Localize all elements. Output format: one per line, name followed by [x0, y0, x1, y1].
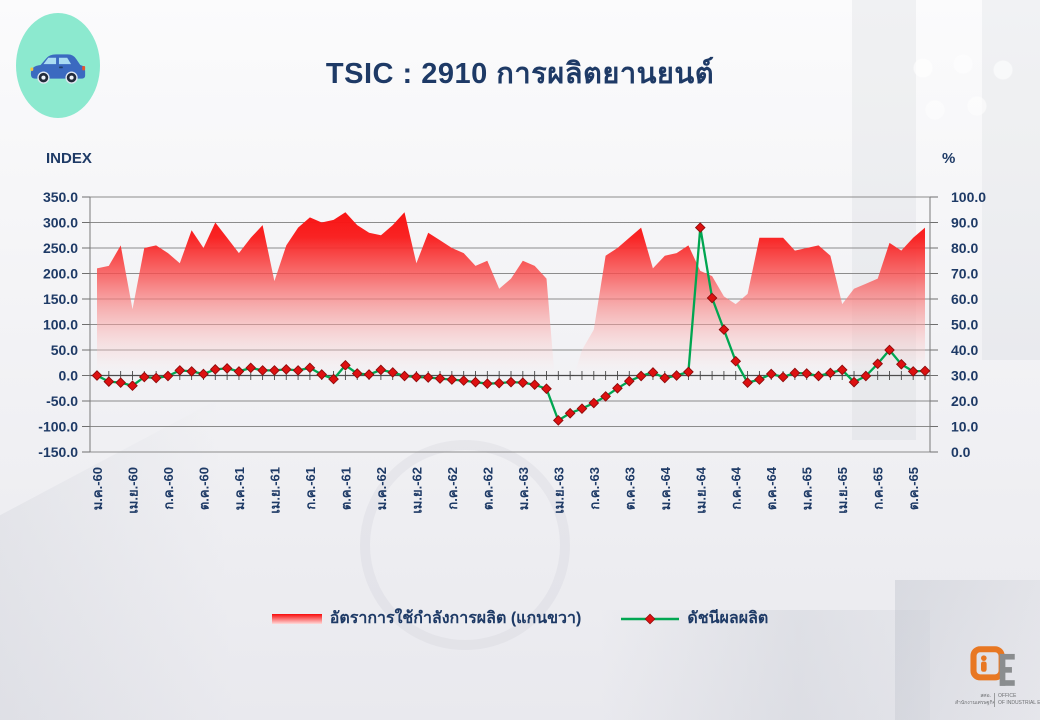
oie-eng-line1: OFFICE	[998, 693, 1017, 699]
svg-text:ก.ค.-65: ก.ค.-65	[871, 467, 886, 510]
production-index-markers	[91, 222, 931, 426]
svg-text:30.0: 30.0	[951, 368, 978, 384]
svg-text:ต.ค.-64: ต.ค.-64	[764, 466, 779, 510]
vehicle-icon-badge	[16, 13, 100, 118]
svg-text:200.0: 200.0	[43, 266, 78, 282]
svg-text:ก.ค.-64: ก.ค.-64	[729, 466, 744, 509]
svg-text:ก.ค.-60: ก.ค.-60	[161, 467, 176, 510]
svg-text:ต.ค.-63: ต.ค.-63	[622, 467, 637, 510]
capacity-utilization-legend-item: อัตราการใช้กำลังการผลิต (แกนขวา)	[271, 606, 582, 631]
svg-text:ม.ค.-63: ม.ค.-63	[516, 467, 531, 510]
line-marker-icon	[621, 613, 680, 624]
svg-text:100.0: 100.0	[43, 317, 78, 333]
oie-eng-line2: OF INDUSTRIAL ECONOMICS	[998, 699, 1040, 706]
svg-text:เม.ย.-65: เม.ย.-65	[835, 467, 850, 514]
svg-text:ก.ค.-61: ก.ค.-61	[303, 467, 318, 510]
page-title: TSIC : 2910 การผลิตยานยนต์	[325, 58, 715, 90]
chart-legend: อัตราการใช้กำลังการผลิต (แกนขวา) ดัชนีผล…	[0, 606, 1040, 631]
x-axis-tick-labels: ม.ค.-60 เม.ย.-60 ก.ค.-60 ต.ค.-60 ม.ค.-61 เม.ย…	[90, 466, 921, 513]
svg-text:10.0: 10.0	[951, 419, 978, 435]
svg-text:เม.ย.-60: เม.ย.-60	[125, 467, 140, 514]
svg-text:70.0: 70.0	[951, 266, 978, 282]
left-axis-caption: INDEX	[46, 150, 92, 167]
svg-text:ต.ค.-61: ต.ค.-61	[338, 467, 353, 510]
svg-text:ต.ค.-60: ต.ค.-60	[196, 467, 211, 510]
legend-label-production-index: ดัชนีผลผลิต	[687, 610, 769, 627]
area-swatch-icon	[271, 613, 322, 624]
svg-text:ต.ค.-62: ต.ค.-62	[480, 467, 495, 510]
oie-thai-name: สำนักงานเศรษฐกิจอุตสาหกรรม	[955, 699, 995, 706]
svg-text:ก.ค.-63: ก.ค.-63	[587, 467, 602, 510]
svg-text:0.0: 0.0	[59, 368, 79, 384]
svg-text:ก.ค.-62: ก.ค.-62	[445, 467, 460, 510]
svg-text:-150.0: -150.0	[38, 444, 78, 460]
svg-text:ม.ค.-64: ม.ค.-64	[658, 466, 673, 510]
svg-text:ม.ค.-62: ม.ค.-62	[374, 467, 389, 510]
svg-text:-100.0: -100.0	[38, 419, 78, 435]
svg-text:เม.ย.-62: เม.ย.-62	[409, 467, 424, 514]
svg-text:ม.ค.-60: ม.ค.-60	[90, 467, 105, 510]
right-axis-caption: %	[942, 150, 956, 167]
svg-text:250.0: 250.0	[43, 240, 78, 256]
svg-text:60.0: 60.0	[951, 291, 978, 307]
svg-text:ต.ค.-65: ต.ค.-65	[906, 467, 921, 510]
svg-text:เม.ย.-63: เม.ย.-63	[551, 467, 566, 514]
svg-text:เม.ย.-64: เม.ย.-64	[693, 466, 708, 513]
svg-text:40.0: 40.0	[951, 342, 978, 358]
svg-text:เม.ย.-61: เม.ย.-61	[267, 467, 282, 514]
oie-logo-mark	[970, 646, 1015, 686]
svg-text:80.0: 80.0	[951, 240, 978, 256]
svg-text:300.0: 300.0	[43, 215, 78, 231]
svg-text:350.0: 350.0	[43, 189, 78, 205]
legend-label-capacity: อัตราการใช้กำลังการผลิต (แกนขวา)	[329, 610, 582, 627]
svg-text:50.0: 50.0	[951, 317, 978, 333]
svg-text:-50.0: -50.0	[46, 393, 78, 409]
svg-text:0.0: 0.0	[951, 444, 971, 460]
svg-text:100.0: 100.0	[951, 189, 986, 205]
svg-text:150.0: 150.0	[43, 291, 78, 307]
svg-text:50.0: 50.0	[51, 342, 78, 358]
production-index-legend-item: ดัชนีผลผลิต	[621, 606, 768, 631]
svg-text:20.0: 20.0	[951, 393, 978, 409]
car-icon	[30, 53, 86, 84]
capacity-utilization-area	[97, 212, 925, 452]
oie-logo: สศอ.สำนักงานเศรษฐกิจอุตสาหกรรม OFFICEOF …	[952, 645, 1040, 707]
left-axis-tick-labels: 350.0 300.0 250.0 200.0 150.0 100.0 50.0 0.0 -50…	[38, 189, 78, 460]
right-axis-tick-labels: 100.0 90.0 80.0 70.0 60.0 50.0 40.0 30.0 20.0 10.…	[951, 189, 986, 460]
oie-thai-abbr: สศอ.	[980, 693, 991, 699]
oie-logo-text: สศอ.สำนักงานเศรษฐกิจอุตสาหกรรม OFFICEOF …	[952, 693, 1040, 707]
svg-text:ม.ค.-61: ม.ค.-61	[232, 467, 247, 510]
svg-text:ม.ค.-65: ม.ค.-65	[800, 467, 815, 510]
svg-text:90.0: 90.0	[951, 215, 978, 231]
